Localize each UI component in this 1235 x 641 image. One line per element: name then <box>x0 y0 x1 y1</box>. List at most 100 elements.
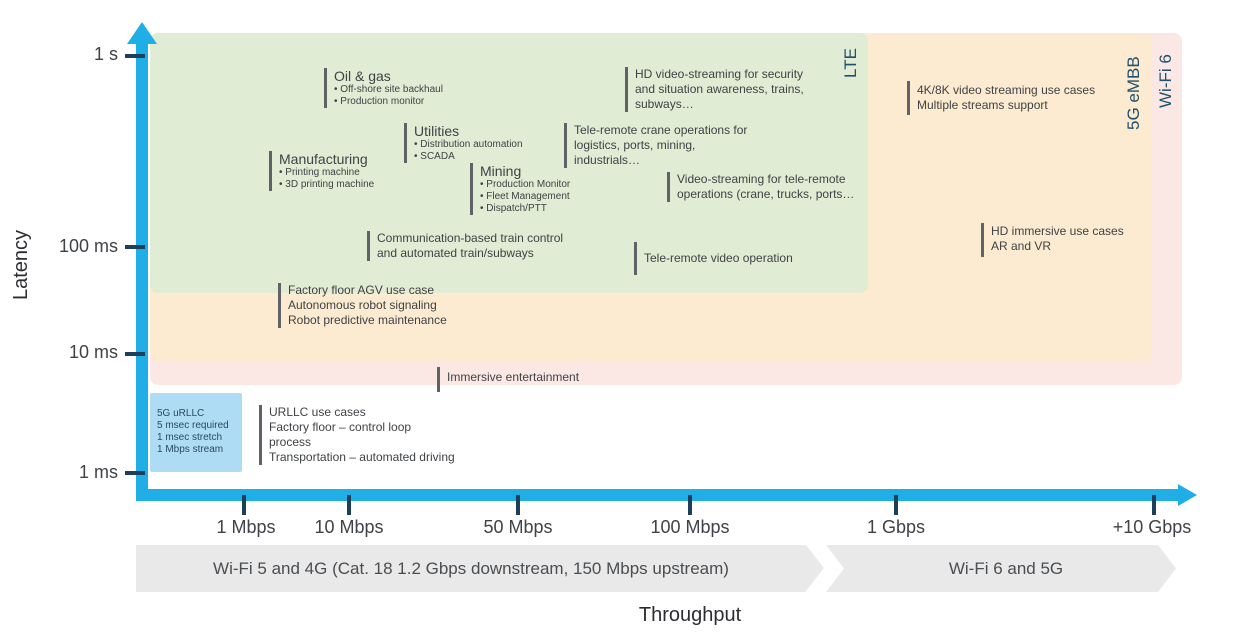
annotation-bar <box>981 223 984 257</box>
annotation-line: HD immersive use cases <box>991 224 1124 238</box>
y-tick-label: 1 ms <box>78 462 118 482</box>
annotation-line: 4K/8K video streaming use cases <box>917 83 1096 97</box>
5g-embb-label: 5G eMBB <box>1124 56 1143 130</box>
x-tick-label: +10 Gbps <box>1112 517 1192 537</box>
annotation-line: subways… <box>635 97 694 111</box>
annotation-bar <box>634 242 637 275</box>
x-tick <box>516 495 520 515</box>
x-tick <box>347 495 351 515</box>
annotation-bar <box>269 151 272 191</box>
annotation-title: Utilities <box>414 123 460 139</box>
band-wifi6-5g: Wi-Fi 6 and 5G <box>826 545 1176 592</box>
annotation-line: Multiple streams support <box>917 98 1048 112</box>
annotation-item: • Production Monitor <box>480 179 571 190</box>
annotation-line: AR and VR <box>991 239 1052 253</box>
y-tick-label: 10 ms <box>68 342 118 362</box>
annotation-line: Transportation – automated driving <box>269 450 455 464</box>
x-axis-arrowhead <box>1178 484 1197 506</box>
annotation-bar <box>625 67 628 112</box>
annotation-title: Oil & gas <box>334 68 391 84</box>
x-tick-label: 1 Gbps <box>866 517 926 537</box>
annotation-bar <box>564 123 567 168</box>
annotation-item: • Fleet Management <box>480 191 570 202</box>
annotation-urllc-use-cases: URLLC use cases Factory floor – control … <box>259 405 455 465</box>
annotation-line: Autonomous robot signaling <box>288 298 437 312</box>
annotation-bar <box>259 405 262 465</box>
annotation-utilities: Utilities • Distribution automation • SC… <box>404 123 523 163</box>
annotation-item: • 3D printing machine <box>279 179 375 190</box>
annotation-line: Tele-remote crane operations for <box>574 123 748 137</box>
annotation-bar <box>278 283 281 328</box>
y-tick <box>125 54 145 58</box>
x-tick-label: 10 Mbps <box>314 517 384 537</box>
annotation-line: operations (crane, trucks, ports… <box>677 187 855 201</box>
annotation-line: Tele-remote video operation <box>644 251 793 265</box>
annotation-item: • Production monitor <box>334 96 425 107</box>
lte-label: LTE <box>841 48 860 78</box>
y-tick <box>125 245 145 249</box>
annotation-agv: Factory floor AGV use case Autonomous ro… <box>278 283 447 328</box>
annotation-mining: Mining • Production Monitor • Fleet Mana… <box>470 163 570 215</box>
y-axis-title: Latency <box>10 229 32 300</box>
x-tick <box>894 495 898 515</box>
x-axis-title: Throughput <box>638 604 742 626</box>
annotation-line: HD video-streaming for security <box>635 67 804 81</box>
band-wifi5-4g: Wi-Fi 5 and 4G (Cat. 18 1.2 Gbps downstr… <box>136 545 806 592</box>
urllc-line: 5G uRLLC <box>157 408 205 419</box>
x-tick <box>688 495 692 515</box>
annotation-line: Video-streaming for tele-remote <box>677 172 846 186</box>
annotation-manufacturing: Manufacturing • Printing machine • 3D pr… <box>269 151 374 191</box>
x-tick <box>1152 495 1156 515</box>
urllc-line: 1 msec stretch <box>157 432 223 443</box>
annotation-line: industrials… <box>574 153 641 167</box>
annotation-item: • Distribution automation <box>414 139 523 150</box>
annotation-line: URLLC use cases <box>269 405 366 419</box>
annotation-line: and situation awareness, trains, <box>635 82 804 96</box>
y-tick <box>125 471 145 475</box>
band-wifi5-4g-arrow <box>806 545 824 591</box>
x-axis <box>136 489 1181 501</box>
annotation-item: • Off-shore site backhaul <box>334 84 443 95</box>
annotation-hd-immersive: HD immersive use cases AR and VR <box>981 223 1124 257</box>
annotation-bar <box>437 367 440 392</box>
x-tick-label: 100 Mbps <box>650 517 730 537</box>
annotation-oil-gas: Oil & gas • Off-shore site backhaul • Pr… <box>324 68 443 108</box>
x-tick <box>242 495 246 515</box>
y-tick <box>125 352 145 356</box>
x-tick-label: 50 Mbps <box>483 517 553 537</box>
annotation-line: and automated train/subways <box>377 246 534 260</box>
urllc-line: 1 Mbps stream <box>157 444 224 455</box>
annotation-4k8k-video: 4K/8K video streaming use cases Multiple… <box>907 81 1095 115</box>
y-axis-arrowhead <box>127 22 157 44</box>
annotation-bar <box>404 123 407 163</box>
annotation-bar <box>367 231 370 261</box>
urllc-line: 5 msec required <box>157 420 229 431</box>
annotation-line: Immersive entertainment <box>447 370 580 384</box>
annotation-item: • SCADA <box>414 151 455 162</box>
annotation-line: logistics, ports, mining, <box>574 138 696 152</box>
annotation-item: • Dispatch/PTT <box>480 203 547 214</box>
annotation-line: Factory floor – control loop <box>269 420 412 434</box>
annotation-train-control: Communication-based train control and au… <box>367 231 563 261</box>
annotation-line: Communication-based train control <box>377 231 564 245</box>
annotation-bar <box>324 68 327 108</box>
annotation-teleremote-video: Tele-remote video operation <box>634 242 793 275</box>
annotation-line: process <box>269 435 312 449</box>
annotation-immersive-entertainment: Immersive entertainment <box>437 367 579 392</box>
y-axis <box>136 40 148 501</box>
annotation-hd-video-security: HD video-streaming for security and situ… <box>625 67 804 112</box>
5g-urllc-text: 5G uRLLC 5 msec required 1 msec stretch … <box>157 408 229 456</box>
annotation-line: Factory floor AGV use case <box>288 283 435 297</box>
annotation-bar <box>667 172 670 202</box>
annotation-title: Mining <box>480 163 522 179</box>
y-tick-label: 100 ms <box>58 236 118 256</box>
annotation-crane: Tele-remote crane operations for logisti… <box>564 123 747 168</box>
annotation-line: Robot predictive maintenance <box>288 313 447 327</box>
annotation-bar <box>907 81 910 115</box>
x-tick-label: 1 Mbps <box>216 517 276 537</box>
y-tick-label: 1 s <box>93 44 118 64</box>
annotation-bar <box>470 163 473 215</box>
wifi6-label: Wi-Fi 6 <box>1156 54 1175 108</box>
annotation-video-teleremote: Video-streaming for tele-remote operatio… <box>667 172 854 202</box>
